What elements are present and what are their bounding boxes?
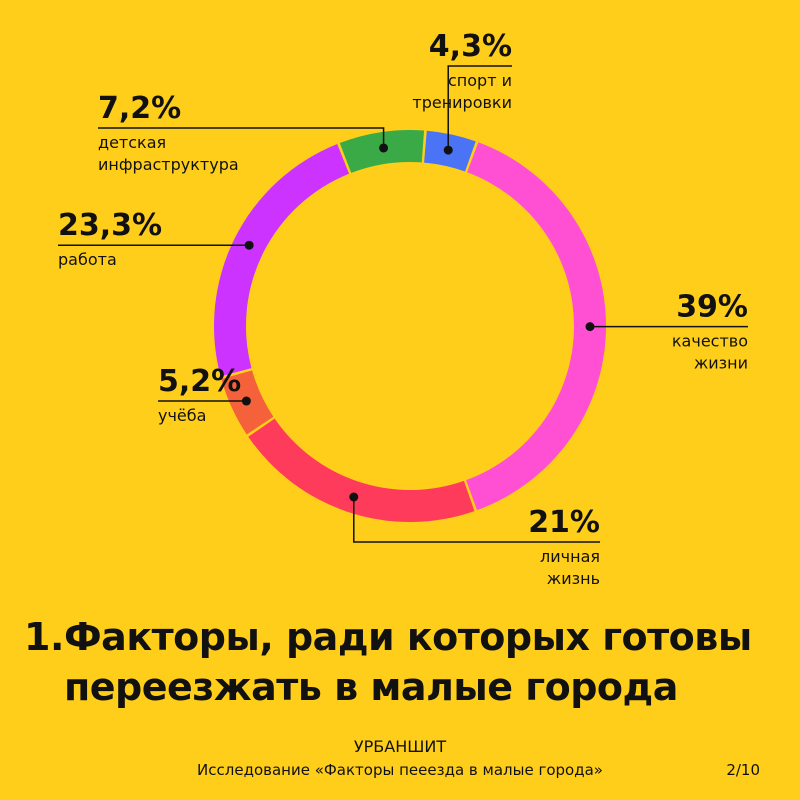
slice-callout: 23,3% работа	[58, 208, 254, 269]
slice-callout: 39% качество жизни	[585, 290, 748, 373]
slice-name-label: жизнь	[547, 569, 600, 588]
donut-slice	[214, 144, 350, 377]
slice-name-label: детская	[98, 133, 166, 152]
slice-name-label: личная	[540, 547, 600, 566]
slice-callout: 4,3% спорт и тренировки	[412, 29, 512, 155]
title-number: 1.	[24, 615, 64, 659]
slice-percent-label: 5,2%	[158, 364, 241, 399]
slice-name-label: тренировки	[412, 93, 512, 112]
donut-slice	[466, 142, 606, 511]
slice-callout: 21% личная жизнь	[349, 492, 600, 588]
title-line-2: переезжать в малые города	[64, 665, 678, 709]
slice-percent-label: 4,3%	[429, 29, 512, 64]
brand-name: УРБАНШИТ	[353, 737, 447, 756]
slice-callout: 5,2% учёба	[158, 364, 251, 425]
callout-line	[353, 496, 600, 543]
slice-name-label: жизни	[694, 354, 748, 373]
slice-name-label: качество	[672, 332, 748, 351]
chart-title: 1.Факторы, ради которых готовы переезжат…	[24, 612, 784, 712]
donut-slices	[214, 130, 606, 522]
slice-name-label: инфраструктура	[98, 155, 239, 174]
slice-name-label: спорт и	[448, 71, 512, 90]
slice-percent-label: 21%	[528, 505, 600, 540]
footer-subtitle: Исследование «Факторы пееезда в малые го…	[197, 761, 603, 779]
callout-line	[447, 65, 512, 151]
slice-percent-label: 23,3%	[58, 208, 162, 243]
slice-percent-label: 7,2%	[98, 91, 181, 126]
donut-callouts: 39% качество жизни 21% личная жизнь 5,2% учёба 2…	[58, 29, 748, 588]
callout-line	[98, 127, 385, 148]
title-line-1: Факторы, ради которых готовы	[64, 615, 752, 659]
slice-callout: 7,2% детская инфраструктура	[98, 91, 389, 174]
donut-slice	[248, 418, 475, 522]
slice-name-label: работа	[58, 250, 117, 269]
page-number: 2/10	[726, 761, 760, 779]
slice-percent-label: 39%	[676, 290, 748, 325]
slice-name-label: учёба	[158, 406, 206, 425]
